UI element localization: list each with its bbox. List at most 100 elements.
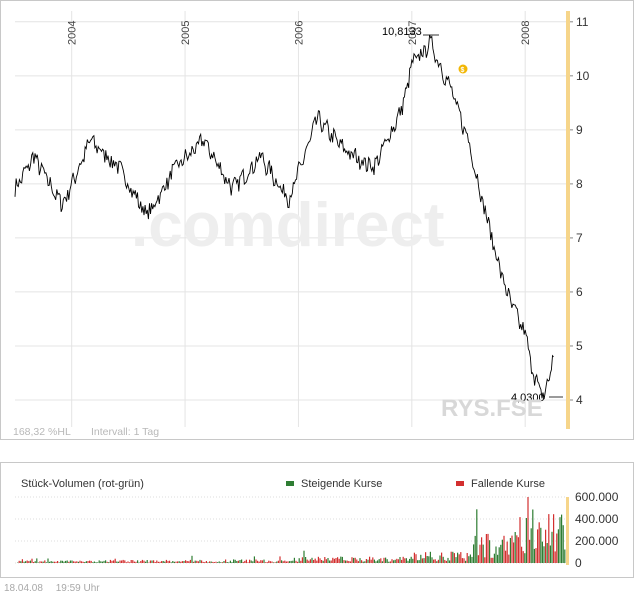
volume-bar [423, 558, 425, 563]
volume-bar [345, 560, 347, 563]
volume-bar [301, 557, 303, 563]
volume-bar [76, 561, 78, 563]
volume-bar [319, 558, 321, 563]
volume-bar [537, 529, 539, 563]
volume-bar [297, 561, 299, 563]
volume-bar [215, 561, 217, 563]
volume-bar [503, 535, 505, 563]
volume-bar [245, 559, 247, 563]
volume-bar [36, 558, 38, 563]
volume-bar [514, 532, 516, 563]
volume-bar [317, 556, 319, 563]
volume-bar [210, 561, 212, 563]
volume-bar [321, 560, 323, 563]
volume-bar [511, 535, 513, 563]
volume-bar [455, 557, 457, 563]
legend-rising-label: Steigende Kurse [301, 478, 382, 490]
dividend-icon[interactable] [458, 64, 468, 74]
price-line [14, 34, 554, 400]
volume-bar [292, 560, 294, 563]
x-tick-label: 2008 [520, 21, 532, 45]
volume-bar [69, 560, 71, 563]
volume-bar [130, 560, 132, 563]
volume-bar [495, 546, 497, 563]
volume-bar [541, 541, 543, 563]
volume-bar [468, 556, 470, 563]
volume-bar [303, 550, 305, 563]
volume-bar [313, 560, 315, 563]
volume-bar [178, 561, 180, 563]
volume-bar [549, 545, 551, 563]
volume-bar [132, 560, 134, 563]
volume-bar [124, 560, 126, 563]
volume-bar [332, 557, 334, 563]
volume-bar [490, 557, 492, 563]
volume-bar [373, 559, 375, 563]
volume-bar [481, 537, 483, 563]
price-grid [15, 11, 566, 427]
volume-bar [346, 560, 348, 563]
volume-bar [28, 561, 30, 563]
volume-bar [380, 558, 382, 563]
volume-bar [81, 561, 83, 563]
volume-bar [117, 561, 119, 563]
volume-bar [329, 560, 331, 563]
volume-bar [407, 560, 409, 563]
low-label: 4,0300 [511, 392, 545, 404]
volume-bar [482, 544, 484, 563]
volume-bar [324, 557, 326, 563]
volume-bar [129, 562, 131, 563]
x-tick-label: 2006 [293, 21, 305, 45]
volume-bar [153, 560, 155, 563]
volume-bar [58, 562, 60, 563]
volume-bar [340, 556, 342, 563]
volume-bar [348, 561, 350, 563]
volume-bar [532, 509, 534, 563]
volume-bar [524, 553, 526, 563]
volume-bar [221, 562, 223, 563]
y-tick-label: 7 [576, 231, 583, 245]
volume-bar [109, 559, 111, 563]
volume-bar [493, 553, 495, 563]
volume-bar [34, 561, 36, 563]
volume-bar [429, 551, 431, 563]
volume-bar [71, 560, 73, 563]
volume-bar [479, 544, 481, 563]
volume-bar [377, 560, 379, 563]
volume-bar [386, 559, 388, 563]
volume-bar [412, 558, 414, 563]
volume-bar [143, 560, 145, 563]
volume-bar [60, 560, 62, 563]
volume-bar [439, 555, 441, 563]
volume-bar [263, 559, 265, 563]
volume-bar [447, 557, 449, 563]
volume-bar [554, 551, 556, 563]
volume-bar [133, 561, 135, 563]
volume-bar [151, 560, 153, 563]
volume-bar [258, 561, 260, 563]
volume-bar [239, 560, 241, 563]
volume-bar [45, 562, 47, 563]
y-tick-label: 6 [576, 285, 583, 299]
volume-bar [396, 558, 398, 563]
volume-bar [445, 560, 447, 563]
volume-bar [436, 561, 438, 563]
volume-bar [241, 559, 243, 563]
volume-bar [137, 560, 139, 563]
volume-bar [39, 561, 41, 563]
volume-bar [338, 558, 340, 563]
volume-bar [186, 561, 188, 563]
volume-bar [170, 562, 172, 563]
volume-bar [353, 557, 355, 563]
volume-bar [122, 559, 124, 563]
volume-bar [157, 561, 159, 563]
volume-bar [249, 559, 251, 563]
volume-bar [533, 548, 535, 563]
volume-bar [236, 561, 238, 563]
volume-bar [77, 561, 79, 563]
volume-bar [149, 560, 151, 563]
volume-bar [465, 560, 467, 563]
volume-bars [17, 497, 566, 563]
volume-y-tick-label: 400.000 [575, 512, 619, 526]
symbol-watermark: RYS.FSE [441, 395, 543, 422]
